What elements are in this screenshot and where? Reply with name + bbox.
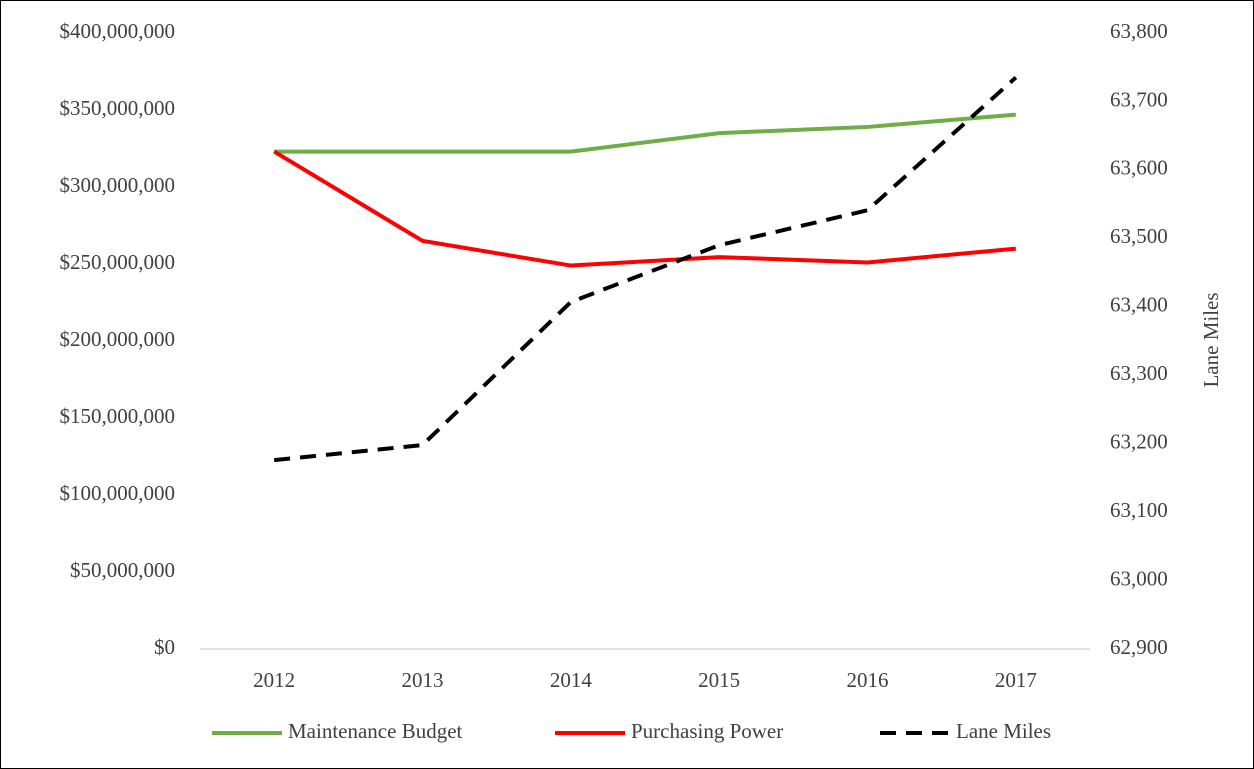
legend-label: Maintenance Budget xyxy=(288,719,463,743)
legend-label: Purchasing Power xyxy=(631,719,783,743)
x-tick-label: 2012 xyxy=(253,668,295,692)
y2-tick-label: 63,000 xyxy=(1110,566,1168,590)
y2-tick-label: 63,100 xyxy=(1110,498,1168,522)
y2-axis-label: Lane Miles xyxy=(1199,292,1223,387)
y2-tick-label: 63,500 xyxy=(1110,224,1168,248)
y2-tick-label: 62,900 xyxy=(1110,635,1168,659)
y-tick-label: $350,000,000 xyxy=(60,96,176,120)
y2-tick-label: 63,600 xyxy=(1110,156,1168,180)
line-series xyxy=(273,149,1017,268)
y2-tick-label: 63,300 xyxy=(1110,361,1168,385)
y-tick-label: $250,000,000 xyxy=(60,250,176,274)
x-tick-label: 2017 xyxy=(995,668,1037,692)
legend-label: Lane Miles xyxy=(956,719,1051,743)
line-series xyxy=(274,112,1016,154)
y-tick-label: $300,000,000 xyxy=(60,173,176,197)
y2-tick-label: 63,700 xyxy=(1110,87,1168,111)
y-tick-label: $0 xyxy=(154,635,175,659)
x-tick-label: 2014 xyxy=(550,668,593,692)
y2-tick-label: 63,400 xyxy=(1110,293,1168,317)
x-tick-label: 2015 xyxy=(698,668,740,692)
y-tick-label: $50,000,000 xyxy=(70,558,175,582)
x-tick-label: 2016 xyxy=(847,668,889,692)
y-tick-label: $400,000,000 xyxy=(60,19,176,43)
x-tick-label: 2013 xyxy=(402,668,444,692)
y2-tick-label: 63,800 xyxy=(1110,19,1168,43)
y-tick-label: $150,000,000 xyxy=(60,404,176,428)
y-tick-label: $100,000,000 xyxy=(60,481,176,505)
y2-tick-label: 63,200 xyxy=(1110,429,1168,453)
y-tick-label: $200,000,000 xyxy=(60,327,176,351)
